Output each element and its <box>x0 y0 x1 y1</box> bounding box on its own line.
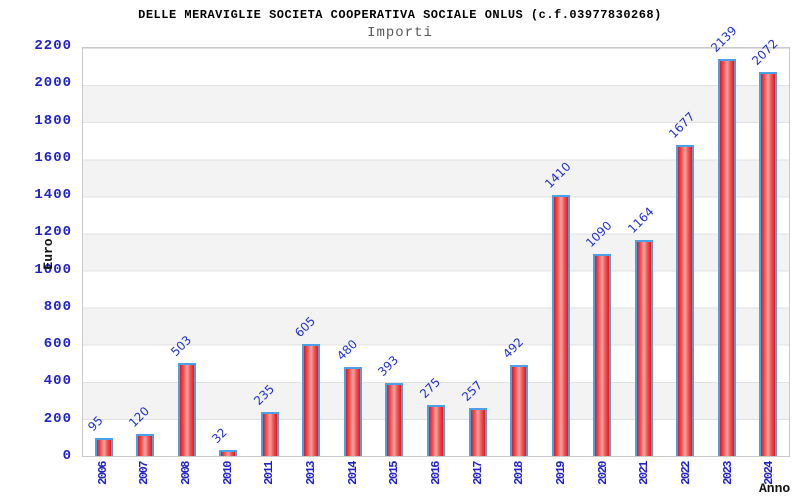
y-tick-label: 1600 <box>34 149 72 166</box>
x-tick-label: 2017 <box>470 462 485 485</box>
bar-2014 <box>343 366 362 456</box>
bar-value-label: 492 <box>500 334 527 361</box>
y-tick-label: 200 <box>43 410 72 427</box>
y-tick-label: 800 <box>43 298 72 315</box>
bar-2022 <box>676 145 695 456</box>
chart-subtitle: Importi <box>367 25 433 41</box>
bar-2019 <box>551 194 570 456</box>
bar-2017 <box>468 408 487 456</box>
y-tick-label: 0 <box>62 448 72 464</box>
bar-value-label: 95 <box>84 413 106 435</box>
bar-2016 <box>427 405 445 456</box>
bar-2008 <box>177 362 196 456</box>
bar-2007 <box>136 433 155 456</box>
y-axis-title: Euro <box>41 238 56 270</box>
chart-title: DELLE MERAVIGLIE SOCIETA COOPERATIVA SOC… <box>138 8 662 22</box>
x-tick-label: 2015 <box>387 462 402 485</box>
x-tick-label: 2007 <box>137 462 152 485</box>
bar-value-label: 1410 <box>541 159 574 191</box>
bar-value-label: 1164 <box>624 204 657 237</box>
x-tick-label: 2006 <box>95 462 110 485</box>
y-tick-label: 400 <box>43 373 72 390</box>
y-tick-label: 1400 <box>34 187 72 204</box>
bar-2015 <box>385 383 404 456</box>
bar-2023 <box>717 59 736 456</box>
bar-value-label: 605 <box>292 313 319 340</box>
y-tick-label: 1200 <box>34 224 72 241</box>
bar-value-label: 235 <box>250 382 278 409</box>
x-axis-title: Anno <box>759 481 791 496</box>
y-tick-label: 1000 <box>34 261 72 278</box>
y-tick-label: 2200 <box>34 38 72 54</box>
x-tick-label: 2019 <box>553 462 568 485</box>
plot-area: 95 120 503 32 235 605 480 393 275 257 492 1410 1090 1… <box>82 24 790 457</box>
bar-value-label: 32 <box>209 425 231 447</box>
bar-value-label: 480 <box>334 336 361 363</box>
x-tick-label: 2011 <box>262 462 277 485</box>
x-tick-label: 2008 <box>179 462 194 485</box>
x-tick-label: 2020 <box>595 462 610 485</box>
bar-value-label: 393 <box>375 353 402 380</box>
bar-2006 <box>94 438 113 456</box>
bar-value-label: 1090 <box>583 218 615 250</box>
x-tick-label: 2021 <box>637 462 652 485</box>
bar-value-label: 1677 <box>666 109 698 141</box>
y-axis: 0 200 400 600 800 1000 1200 1400 1600 1800 2000 220… <box>0 38 72 464</box>
bar-2018 <box>510 364 529 456</box>
y-tick-label: 600 <box>43 336 72 353</box>
bar-value-label: 503 <box>167 332 195 359</box>
bar-2013 <box>302 343 321 456</box>
x-tick-label: 2014 <box>345 462 360 485</box>
bar-2010 <box>219 450 238 456</box>
y-tick-label: 1800 <box>34 112 72 129</box>
bar-2021 <box>634 240 653 456</box>
x-tick-label: 2013 <box>304 462 319 485</box>
bar-value-label: 275 <box>417 374 444 401</box>
x-tick-label: 2016 <box>429 462 443 485</box>
y-tick-label: 2000 <box>34 75 72 92</box>
x-tick-label: 2023 <box>720 462 735 485</box>
x-tick-label: 2018 <box>512 462 527 485</box>
bar-2011 <box>260 412 279 456</box>
x-tick-label: 2010 <box>220 462 235 485</box>
bar-value-label: 257 <box>458 378 485 405</box>
x-tick-label: 2022 <box>678 462 693 485</box>
bar-value-label: 120 <box>126 403 153 430</box>
bar-2020 <box>593 253 612 456</box>
x-axis: 2006 2007 2008 2010 2011 2013 2014 2015 2016 2017… <box>82 458 790 500</box>
bar-2024 <box>759 71 778 456</box>
